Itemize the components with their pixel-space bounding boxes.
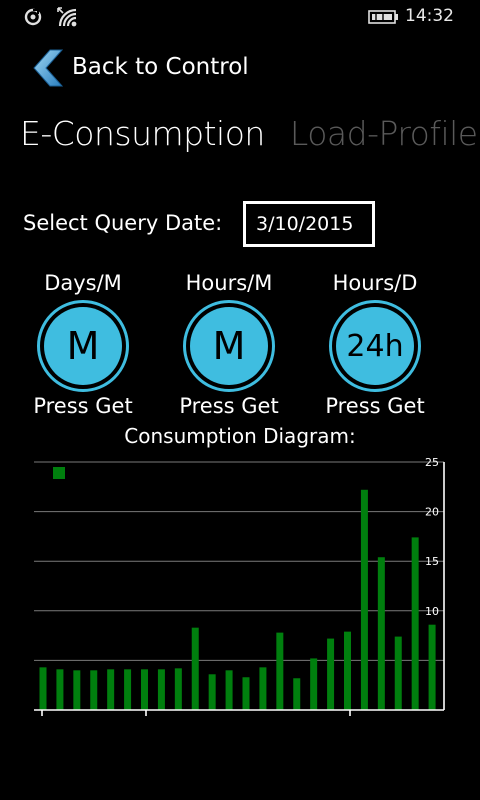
chart-bar — [174, 668, 182, 710]
chart-bar — [411, 537, 419, 710]
battery-charging-icon — [368, 10, 398, 24]
pivot-header: E-Consumption Load-Profile — [20, 114, 480, 153]
status-bar: 14:32 — [0, 0, 480, 32]
query-date-value: 3/10/2015 — [256, 213, 354, 235]
hours-per-month-title: Hours/M — [185, 271, 273, 295]
days-per-month-caption[interactable]: Press Get — [33, 394, 133, 418]
chart-bar — [377, 557, 385, 710]
back-label: Back to Control — [72, 54, 249, 80]
hours-per-month-caption[interactable]: Press Get — [179, 394, 279, 418]
chart-bar — [56, 669, 64, 710]
back-arrow-icon — [33, 49, 64, 87]
chart-bar — [141, 669, 148, 710]
chart-bar — [344, 631, 351, 710]
hours-per-day-title: Hours/D — [332, 271, 418, 295]
chart-bar — [259, 667, 267, 710]
hours-per-month-glyph: M — [212, 324, 246, 368]
chart-bar — [191, 627, 199, 710]
status-time: 14:32 — [405, 6, 454, 26]
chart-bar — [124, 669, 132, 710]
chart-bar — [428, 624, 436, 710]
chart-bar — [208, 674, 216, 710]
hours-per-month-group: Hours/M M Press Get — [154, 270, 304, 418]
days-per-month-button[interactable]: M — [37, 300, 129, 392]
tab-load-profile[interactable]: Load-Profile — [289, 114, 478, 153]
y-tick-label: 20 — [425, 506, 439, 519]
chart-bar — [276, 632, 284, 710]
chart-bar — [327, 638, 335, 710]
chart-bar — [394, 636, 402, 710]
y-tick-label: 10 — [425, 605, 439, 618]
legend-marker — [53, 467, 65, 479]
y-tick-label: 25 — [425, 456, 439, 469]
chart-bar — [73, 670, 81, 710]
chart-bar — [293, 678, 301, 710]
wifi-icon — [57, 7, 77, 27]
sync-icon — [24, 8, 42, 26]
hours-per-day-glyph: 24h — [346, 328, 404, 364]
days-per-month-title: Days/M — [44, 271, 122, 295]
back-button[interactable]: Back to Control — [30, 46, 260, 90]
day-icon: 24h — [336, 307, 414, 385]
days-per-month-group: Days/M M Press Get — [8, 270, 158, 418]
tab-e-consumption[interactable]: E-Consumption — [20, 114, 265, 153]
hours-per-month-button[interactable]: M — [183, 300, 275, 392]
month-icon: M — [190, 307, 268, 385]
hours-per-day-group: Hours/D 24h Press Get — [300, 270, 450, 418]
hours-per-day-caption[interactable]: Press Get — [325, 394, 425, 418]
query-date-field[interactable]: 3/10/2015 — [243, 201, 375, 247]
chart-bar — [225, 670, 233, 710]
chart-bar — [157, 669, 165, 710]
chart-bar — [310, 658, 318, 710]
hours-per-day-button[interactable]: 24h — [329, 300, 421, 392]
y-tick-label: 15 — [425, 555, 439, 568]
chart-bar — [242, 677, 250, 710]
chart-bar — [90, 670, 98, 710]
chart-bar — [39, 667, 47, 710]
month-icon: M — [44, 307, 122, 385]
chart-bar — [107, 669, 115, 710]
query-date-label: Select Query Date: — [23, 211, 223, 235]
consumption-chart: 510152025 — [34, 456, 445, 716]
days-per-month-glyph: M — [66, 324, 100, 368]
diagram-title: Consumption Diagram: — [124, 424, 356, 448]
chart-bar — [360, 489, 368, 710]
